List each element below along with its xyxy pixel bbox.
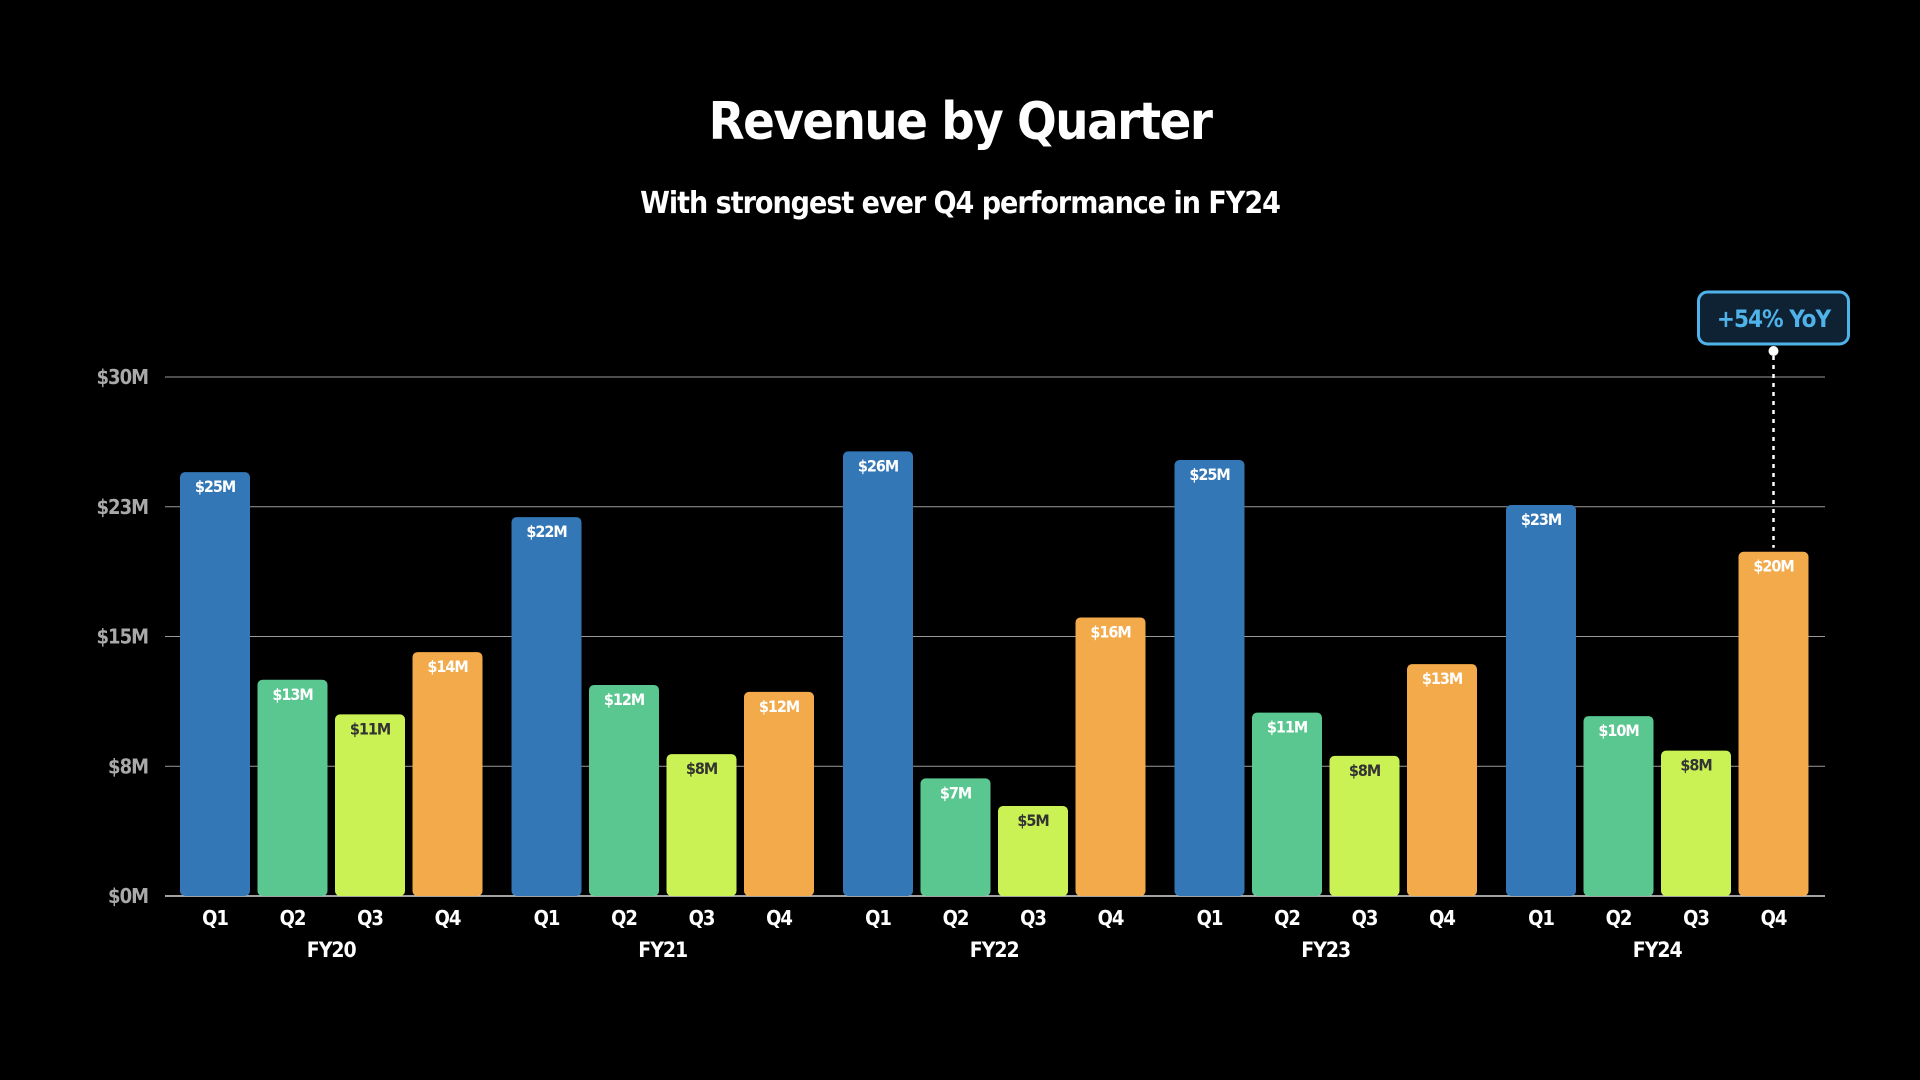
group-label: FY22 <box>970 938 1019 962</box>
data-label: $16M <box>1090 622 1130 641</box>
y-tick-label: $0M <box>108 884 148 908</box>
x-tick-label: Q3 <box>357 906 383 930</box>
data-label: $12M <box>604 690 644 709</box>
bar <box>589 684 659 896</box>
y-tick-label: $30M <box>97 365 149 389</box>
bar <box>1506 505 1576 896</box>
bar <box>1738 551 1809 896</box>
group-label: FY21 <box>638 938 687 962</box>
x-tick-label: Q4 <box>766 906 792 930</box>
x-tick-label: Q4 <box>435 906 461 930</box>
bar <box>511 517 582 896</box>
bar <box>1583 716 1654 896</box>
x-tick-label: Q2 <box>1274 906 1300 930</box>
bar <box>1174 460 1245 896</box>
annotation-text: +54% YoY <box>1717 305 1832 333</box>
data-label: $22M <box>526 522 566 541</box>
data-label: $25M <box>1189 465 1229 484</box>
data-label: $23M <box>1521 510 1561 529</box>
x-tick-label: Q4 <box>1761 906 1787 930</box>
x-tick-label: Q1 <box>865 906 891 930</box>
bar <box>1252 712 1322 896</box>
bar <box>998 806 1068 896</box>
data-label: $13M <box>272 685 312 704</box>
x-tick-label: Q1 <box>202 906 228 930</box>
y-tick-label: $15M <box>97 625 149 649</box>
group-label: FY20 <box>307 938 357 962</box>
data-label: $8M <box>1349 761 1380 780</box>
bar <box>335 714 405 896</box>
bar <box>257 679 328 896</box>
x-tick-label: Q1 <box>1197 906 1223 930</box>
data-label: $25M <box>195 477 235 496</box>
x-tick-label: Q3 <box>1020 906 1046 930</box>
x-tick-label: Q2 <box>1606 906 1632 930</box>
bar <box>1075 617 1146 896</box>
data-label: $20M <box>1753 557 1793 576</box>
bar <box>1661 750 1731 896</box>
bar <box>1329 755 1400 896</box>
bar <box>744 691 814 896</box>
data-label: $7M <box>940 783 971 802</box>
bar <box>180 472 250 896</box>
data-label: $8M <box>686 759 717 778</box>
bar <box>412 652 483 896</box>
group-label: FY23 <box>1301 938 1350 962</box>
x-tick-label: Q3 <box>1352 906 1378 930</box>
chart-title: Revenue by Quarter <box>708 92 1213 152</box>
x-tick-label: Q1 <box>534 906 560 930</box>
bar <box>1407 664 1477 896</box>
x-tick-label: Q2 <box>943 906 969 930</box>
x-tick-label: Q2 <box>611 906 637 930</box>
y-tick-label: $23M <box>97 495 149 519</box>
y-tick-label: $8M <box>108 754 148 778</box>
data-label: $13M <box>1422 669 1462 688</box>
chart-subtitle: With strongest ever Q4 performance in FY… <box>640 186 1281 221</box>
data-label: $26M <box>858 456 898 475</box>
x-tick-label: Q3 <box>689 906 715 930</box>
data-label: $11M <box>1267 718 1307 737</box>
x-tick-label: Q2 <box>280 906 306 930</box>
annotation-dot <box>1768 346 1779 356</box>
data-label: $5M <box>1017 811 1048 830</box>
bar <box>666 754 737 896</box>
data-label: $10M <box>1598 721 1638 740</box>
data-label: $11M <box>350 719 390 738</box>
bar <box>843 451 913 896</box>
data-label: $14M <box>427 657 467 676</box>
bar <box>920 778 991 896</box>
x-tick-label: Q4 <box>1098 906 1124 930</box>
x-tick-label: Q1 <box>1528 906 1554 930</box>
group-label: FY24 <box>1633 938 1683 962</box>
x-tick-label: Q4 <box>1429 906 1455 930</box>
data-label: $8M <box>1680 756 1711 775</box>
data-label: $12M <box>759 697 799 716</box>
x-tick-label: Q3 <box>1683 906 1709 930</box>
annotation-box <box>1697 290 1850 346</box>
